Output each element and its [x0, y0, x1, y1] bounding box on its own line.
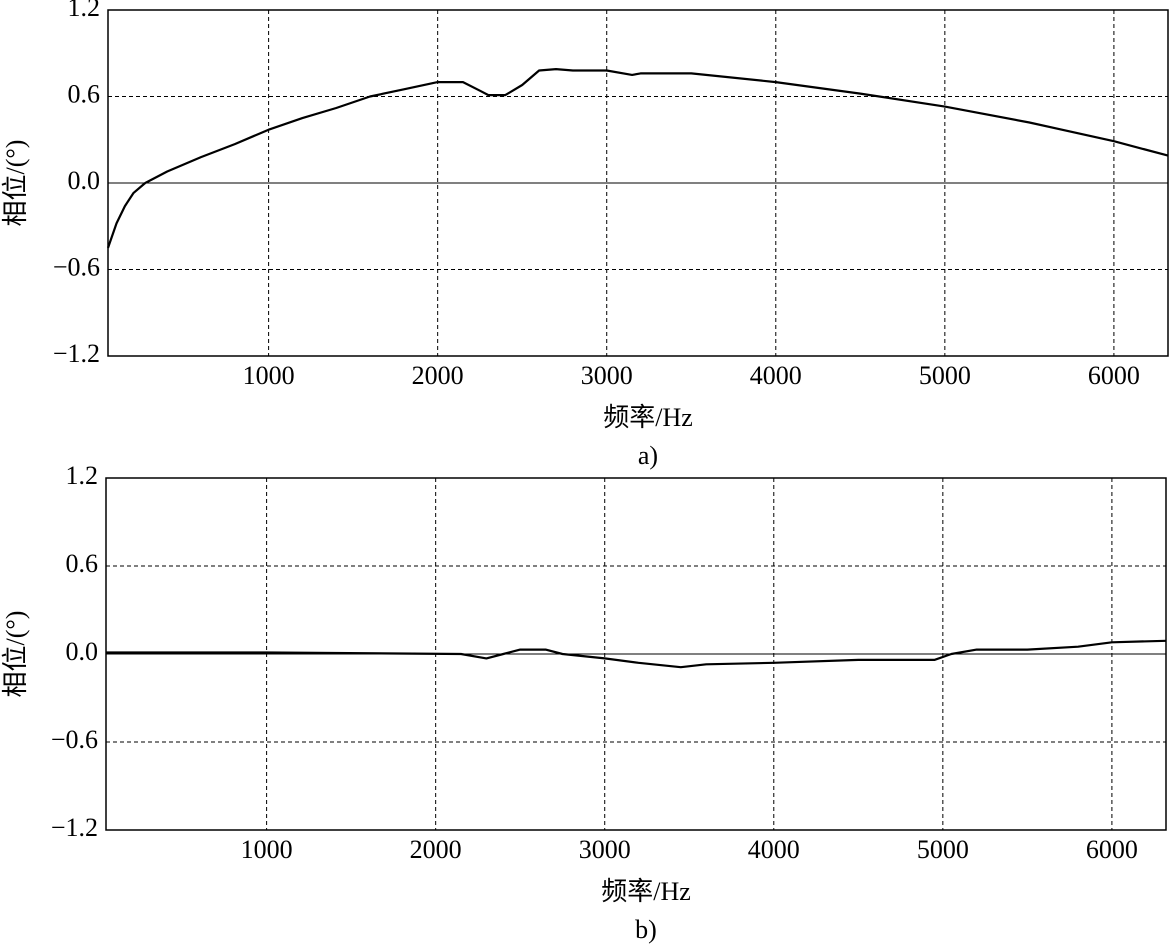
y-tick-label: 0.6	[68, 79, 101, 108]
x-tick-label: 6000	[1088, 361, 1140, 390]
y-tick-label: −1.2	[51, 813, 98, 842]
x-tick-label: 1000	[243, 361, 295, 390]
x-tick-label: 4000	[750, 361, 802, 390]
caption: b)	[635, 915, 657, 944]
y-tick-label: 1.2	[68, 0, 101, 22]
x-tick-label: 5000	[917, 835, 969, 864]
x-tick-label: 3000	[581, 361, 633, 390]
x-axis-label: 频率/Hz	[601, 877, 691, 906]
y-tick-label: 0.0	[68, 166, 101, 195]
x-tick-label: 3000	[579, 835, 631, 864]
y-tick-label: 0.6	[66, 549, 99, 578]
y-axis-label: 相位/(°)	[1, 140, 30, 227]
y-tick-label: 1.2	[66, 461, 99, 490]
y-tick-label: −1.2	[53, 339, 100, 368]
y-tick-label: 0.0	[66, 637, 99, 666]
y-tick-label: −0.6	[51, 725, 98, 754]
y-axis-label: 相位/(°)	[1, 611, 30, 698]
plot-frame	[105, 477, 1167, 831]
x-tick-label: 4000	[748, 835, 800, 864]
y-tick-label: −0.6	[53, 252, 100, 281]
x-tick-label: 2000	[410, 835, 462, 864]
x-tick-label: 1000	[241, 835, 293, 864]
data-line	[106, 639, 1167, 669]
plot-frame	[107, 9, 1169, 357]
caption: a)	[638, 441, 658, 470]
x-tick-label: 2000	[412, 361, 464, 390]
data-line	[106, 68, 1169, 249]
x-axis-label: 频率/Hz	[603, 403, 693, 432]
x-tick-label: 5000	[919, 361, 971, 390]
x-tick-label: 6000	[1086, 835, 1138, 864]
